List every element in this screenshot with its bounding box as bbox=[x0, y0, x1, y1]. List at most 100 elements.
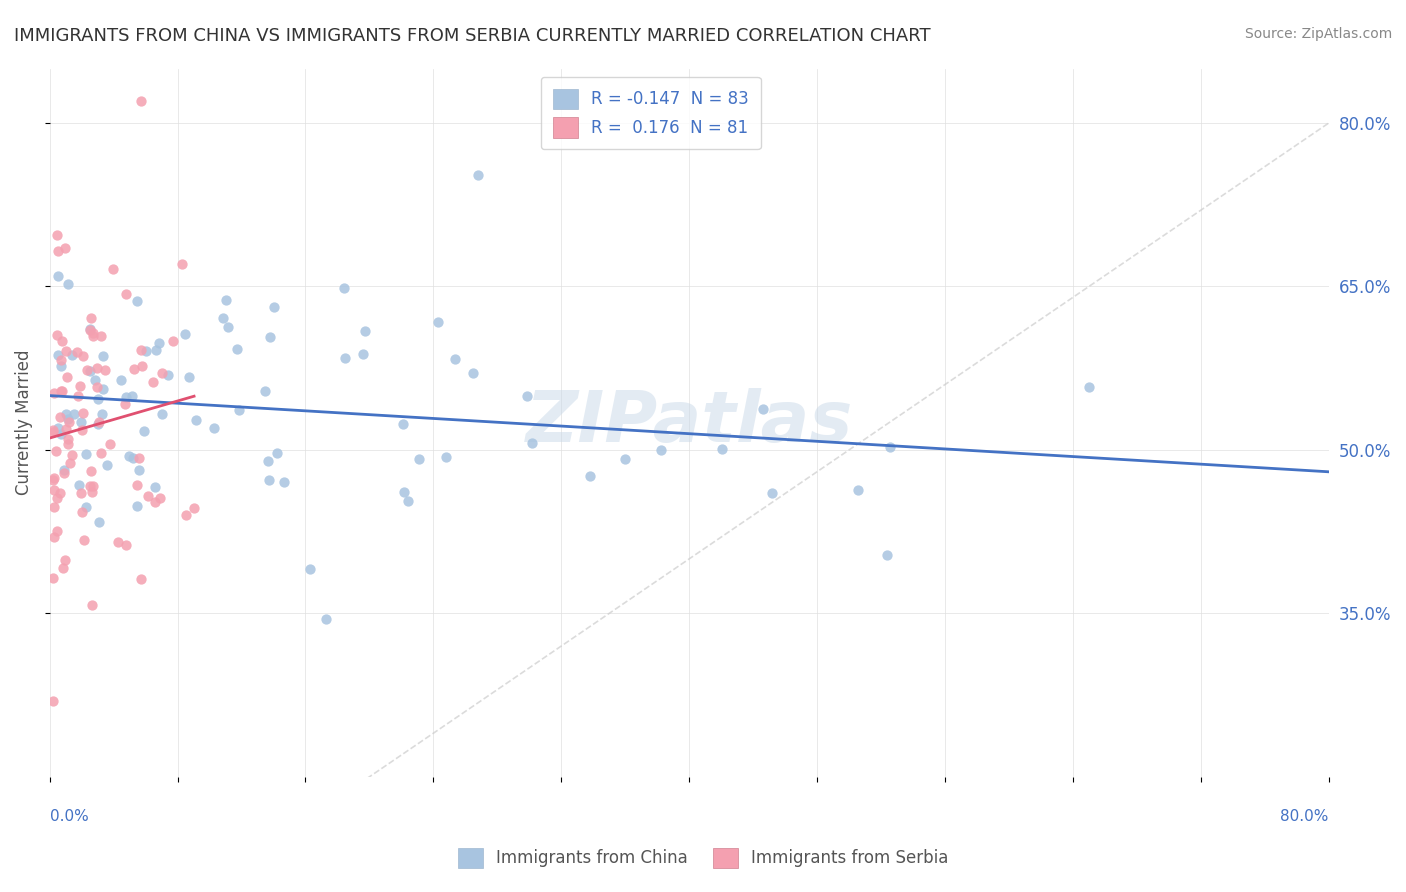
Point bbox=[80, 484, 103, 499]
Point bbox=[56, 432, 79, 446]
Point bbox=[266, 445, 288, 459]
Point bbox=[58, 277, 80, 291]
Point bbox=[98, 437, 121, 451]
Point bbox=[150, 407, 173, 421]
Point bbox=[42, 571, 65, 585]
Point bbox=[253, 384, 276, 398]
Point bbox=[80, 464, 103, 478]
Point bbox=[879, 441, 901, 455]
Point bbox=[72, 406, 94, 420]
Point bbox=[42, 423, 65, 437]
Point bbox=[63, 407, 86, 421]
Point bbox=[51, 334, 73, 348]
Point bbox=[42, 693, 65, 707]
Point bbox=[118, 449, 141, 463]
Point bbox=[75, 447, 97, 461]
Point bbox=[52, 560, 75, 574]
Point bbox=[82, 479, 104, 493]
Point bbox=[125, 293, 148, 308]
Point bbox=[42, 483, 65, 497]
Point bbox=[125, 499, 148, 513]
Point bbox=[55, 241, 77, 255]
Point bbox=[149, 491, 172, 505]
Point bbox=[145, 343, 167, 358]
Point bbox=[56, 437, 79, 451]
Point bbox=[55, 407, 77, 421]
Point bbox=[408, 451, 430, 466]
Point bbox=[51, 384, 73, 399]
Point bbox=[70, 505, 93, 519]
Point bbox=[58, 415, 80, 429]
Point bbox=[42, 500, 65, 514]
Point bbox=[49, 485, 72, 500]
Point bbox=[60, 348, 83, 362]
Point bbox=[80, 310, 103, 325]
Point bbox=[42, 425, 65, 439]
Point bbox=[46, 328, 69, 343]
Point bbox=[82, 329, 104, 343]
Point bbox=[172, 257, 194, 271]
Point bbox=[42, 473, 65, 487]
Point bbox=[217, 320, 239, 334]
Point bbox=[129, 572, 152, 586]
Point bbox=[107, 535, 129, 549]
Point bbox=[152, 366, 174, 380]
Point bbox=[846, 483, 869, 497]
Point bbox=[87, 417, 110, 432]
Point bbox=[48, 244, 70, 259]
Point bbox=[183, 501, 205, 516]
Point bbox=[89, 416, 111, 430]
Point bbox=[49, 384, 72, 398]
Point bbox=[79, 322, 101, 336]
Point bbox=[1078, 380, 1101, 394]
Legend: Immigrants from China, Immigrants from Serbia: Immigrants from China, Immigrants from S… bbox=[451, 841, 955, 875]
Point bbox=[121, 389, 143, 403]
Point bbox=[49, 353, 72, 368]
Point bbox=[46, 348, 69, 362]
Point bbox=[184, 413, 207, 427]
Point bbox=[135, 344, 157, 359]
Point bbox=[299, 562, 322, 576]
Point bbox=[315, 612, 337, 626]
Point bbox=[45, 227, 67, 242]
Point bbox=[394, 484, 416, 499]
Point bbox=[263, 300, 285, 314]
Point bbox=[114, 397, 136, 411]
Point bbox=[49, 427, 72, 442]
Point bbox=[83, 373, 105, 387]
Point bbox=[46, 491, 69, 506]
Text: Source: ZipAtlas.com: Source: ZipAtlas.com bbox=[1244, 27, 1392, 41]
Point bbox=[66, 389, 89, 403]
Point bbox=[142, 376, 165, 390]
Point bbox=[56, 412, 79, 426]
Point bbox=[143, 495, 166, 509]
Point bbox=[228, 402, 250, 417]
Text: ZIPatlas: ZIPatlas bbox=[526, 388, 853, 457]
Point bbox=[132, 424, 155, 438]
Point bbox=[79, 479, 101, 493]
Text: 80.0%: 80.0% bbox=[1281, 809, 1329, 824]
Point bbox=[461, 366, 484, 380]
Point bbox=[396, 493, 419, 508]
Point bbox=[614, 452, 637, 467]
Point bbox=[45, 524, 67, 538]
Point bbox=[49, 359, 72, 374]
Point bbox=[69, 379, 91, 393]
Point bbox=[70, 423, 93, 437]
Point bbox=[761, 485, 783, 500]
Point bbox=[67, 478, 90, 492]
Point bbox=[121, 450, 143, 465]
Point bbox=[259, 330, 281, 344]
Point bbox=[70, 486, 93, 500]
Point bbox=[59, 456, 82, 470]
Point bbox=[90, 329, 112, 343]
Point bbox=[46, 420, 69, 434]
Point bbox=[110, 373, 132, 387]
Point bbox=[42, 471, 65, 485]
Point bbox=[79, 363, 101, 377]
Point bbox=[520, 436, 543, 450]
Point bbox=[434, 450, 457, 464]
Point bbox=[162, 334, 184, 349]
Point bbox=[174, 326, 197, 341]
Point bbox=[876, 548, 898, 562]
